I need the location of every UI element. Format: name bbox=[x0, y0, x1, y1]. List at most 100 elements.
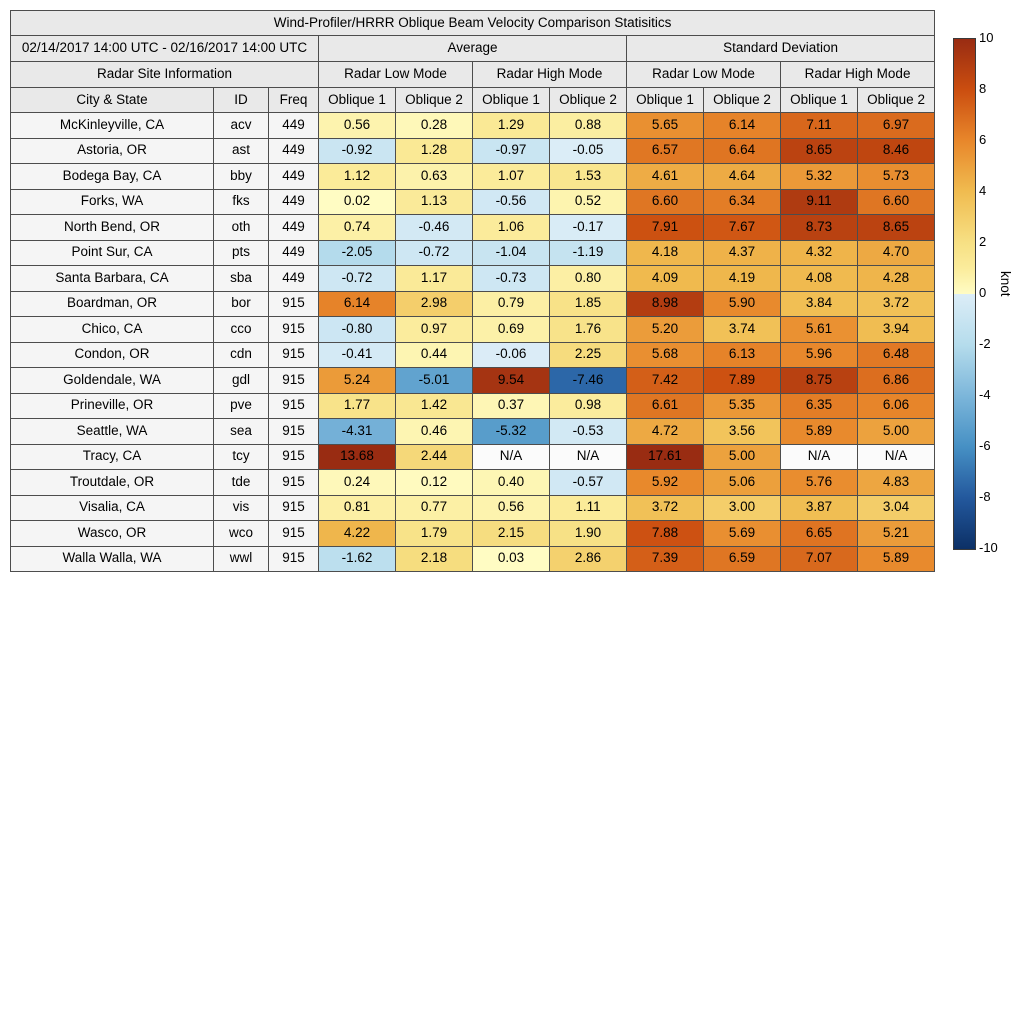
value-cell: 1.77 bbox=[318, 392, 396, 419]
value-cell: 5.35 bbox=[703, 392, 781, 419]
value-cell: -0.56 bbox=[472, 188, 550, 215]
city-cell: Santa Barbara, CA bbox=[10, 265, 214, 292]
avg-low-mode-header: Radar Low Mode bbox=[318, 61, 473, 88]
city-cell: North Bend, OR bbox=[10, 214, 214, 241]
value-cell: 4.09 bbox=[626, 265, 704, 292]
value-cell: 5.89 bbox=[780, 418, 858, 445]
site-id-cell: oth bbox=[213, 214, 269, 241]
value-cell: 0.98 bbox=[549, 392, 627, 419]
site-id-cell: wwl bbox=[213, 545, 269, 572]
value-cell: -0.17 bbox=[549, 214, 627, 241]
value-cell: 1.07 bbox=[472, 163, 550, 190]
value-cell: 0.69 bbox=[472, 316, 550, 343]
value-cell: 3.94 bbox=[856, 316, 936, 343]
std-high-mode-header: Radar High Mode bbox=[779, 61, 936, 88]
value-cell: -1.19 bbox=[549, 239, 627, 266]
city-cell: Seattle, WA bbox=[10, 418, 214, 445]
value-cell: 13.68 bbox=[318, 443, 396, 470]
value-cell: N/A bbox=[856, 443, 936, 470]
colorbar-tick-label: 4 bbox=[979, 183, 987, 198]
site-id-cell: pts bbox=[213, 239, 269, 266]
value-cell: 6.57 bbox=[626, 137, 704, 164]
table-title-row: Wind-Profiler/HRRR Oblique Beam Velocity… bbox=[9, 10, 936, 36]
site-id-cell: gdl bbox=[213, 367, 269, 394]
value-cell: 4.83 bbox=[856, 469, 936, 496]
value-cell: 6.86 bbox=[856, 367, 936, 394]
value-cell: 1.42 bbox=[395, 392, 473, 419]
table-row: Condon, OR cdn 915 -0.41 0.44 -0.06 2.25 5.68 6.… bbox=[10, 341, 936, 368]
col-header-oblique1: Oblique 1 bbox=[780, 87, 858, 113]
value-cell: 6.06 bbox=[856, 392, 936, 419]
table-row: Prineville, OR pve 915 1.77 1.42 0.37 0.98 6.61… bbox=[10, 392, 936, 419]
value-cell: 8.46 bbox=[856, 137, 936, 164]
value-cell: -0.92 bbox=[318, 137, 396, 164]
city-cell: McKinleyville, CA bbox=[10, 112, 214, 139]
value-cell: 0.74 bbox=[318, 214, 396, 241]
value-cell: -0.72 bbox=[395, 239, 473, 266]
value-cell: -0.05 bbox=[549, 137, 627, 164]
site-id-cell: bby bbox=[213, 163, 269, 190]
value-cell: 4.28 bbox=[856, 265, 936, 292]
freq-cell: 449 bbox=[268, 265, 319, 292]
value-cell: 0.37 bbox=[472, 392, 550, 419]
city-cell: Boardman, OR bbox=[10, 290, 214, 317]
value-cell: -0.72 bbox=[318, 265, 396, 292]
colorbar-tick-label: 0 bbox=[979, 285, 987, 300]
value-cell: 6.65 bbox=[780, 520, 858, 547]
value-cell: -0.73 bbox=[472, 265, 550, 292]
freq-cell: 915 bbox=[268, 443, 319, 470]
value-cell: 6.64 bbox=[703, 137, 781, 164]
value-cell: 6.61 bbox=[626, 392, 704, 419]
value-cell: 7.42 bbox=[626, 367, 704, 394]
value-cell: 5.00 bbox=[703, 443, 781, 470]
section-header-row: 02/14/2017 14:00 UTC - 02/16/2017 14:00 … bbox=[10, 35, 936, 62]
value-cell: 6.48 bbox=[856, 341, 936, 368]
value-cell: 8.73 bbox=[780, 214, 858, 241]
value-cell: -0.80 bbox=[318, 316, 396, 343]
table-row: Visalia, CA vis 915 0.81 0.77 0.56 1.11 3.72 3.0… bbox=[10, 494, 936, 521]
value-cell: 2.86 bbox=[549, 545, 627, 572]
col-header-oblique1: Oblique 1 bbox=[626, 87, 704, 113]
freq-cell: 915 bbox=[268, 520, 319, 547]
value-cell: 4.72 bbox=[626, 418, 704, 445]
value-cell: 3.72 bbox=[626, 494, 704, 521]
freq-cell: 449 bbox=[268, 188, 319, 215]
value-cell: 3.84 bbox=[780, 290, 858, 317]
colorbar-tick-label: -6 bbox=[979, 438, 991, 453]
site-id-cell: tde bbox=[213, 469, 269, 496]
colorbar-unit-label: knot bbox=[998, 271, 1013, 297]
col-header-oblique2: Oblique 2 bbox=[395, 87, 473, 113]
value-cell: 6.14 bbox=[703, 112, 781, 139]
table-row: Bodega Bay, CA bby 449 1.12 0.63 1.07 1.53 4.61… bbox=[10, 163, 936, 190]
site-id-cell: fks bbox=[213, 188, 269, 215]
value-cell: 0.81 bbox=[318, 494, 396, 521]
freq-cell: 449 bbox=[268, 163, 319, 190]
city-cell: Visalia, CA bbox=[10, 494, 214, 521]
site-id-cell: ast bbox=[213, 137, 269, 164]
site-id-cell: bor bbox=[213, 290, 269, 317]
value-cell: 7.11 bbox=[780, 112, 858, 139]
value-cell: -7.46 bbox=[549, 367, 627, 394]
site-id-cell: tcy bbox=[213, 443, 269, 470]
column-header-row: City & State ID Freq Oblique 1 Oblique 2… bbox=[10, 87, 936, 113]
col-header-freq: Freq bbox=[268, 87, 319, 113]
value-cell: 2.98 bbox=[395, 290, 473, 317]
value-cell: -0.57 bbox=[549, 469, 627, 496]
value-cell: 2.15 bbox=[472, 520, 550, 547]
value-cell: -1.62 bbox=[318, 545, 396, 572]
value-cell: 3.74 bbox=[703, 316, 781, 343]
site-id-cell: sea bbox=[213, 418, 269, 445]
freq-cell: 915 bbox=[268, 392, 319, 419]
colorbar-tick-label: 2 bbox=[979, 234, 987, 249]
city-cell: Bodega Bay, CA bbox=[10, 163, 214, 190]
freq-cell: 449 bbox=[268, 239, 319, 266]
city-cell: Walla Walla, WA bbox=[10, 545, 214, 572]
value-cell: 5.89 bbox=[856, 545, 936, 572]
city-cell: Condon, OR bbox=[10, 341, 214, 368]
value-cell: 7.07 bbox=[780, 545, 858, 572]
table-row: Santa Barbara, CA sba 449 -0.72 1.17 -0.73 0.8… bbox=[10, 265, 936, 292]
freq-cell: 915 bbox=[268, 545, 319, 572]
value-cell: 7.88 bbox=[626, 520, 704, 547]
table-row: Goldendale, WA gdl 915 5.24 -5.01 9.54 -7.46 7.… bbox=[10, 367, 936, 394]
